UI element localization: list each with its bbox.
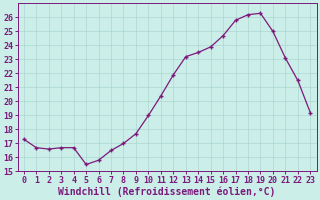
X-axis label: Windchill (Refroidissement éolien,°C): Windchill (Refroidissement éolien,°C) bbox=[58, 186, 276, 197]
